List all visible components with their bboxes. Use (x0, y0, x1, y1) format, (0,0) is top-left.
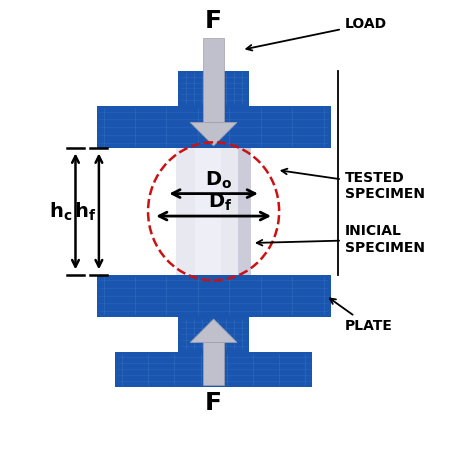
Polygon shape (190, 319, 237, 343)
Text: F: F (205, 391, 222, 415)
Text: $\mathbf{D_f}$: $\mathbf{D_f}$ (209, 192, 233, 213)
Bar (115, 352, 312, 387)
Polygon shape (190, 122, 237, 146)
Text: PLATE: PLATE (330, 299, 392, 333)
Bar (195, 148, 221, 274)
Bar (179, 71, 249, 106)
Text: $\mathbf{D_o}$: $\mathbf{D_o}$ (205, 170, 232, 191)
Text: $\mathbf{h_c}$: $\mathbf{h_c}$ (49, 200, 72, 222)
Text: TESTED
SPECIMEN: TESTED SPECIMEN (282, 169, 425, 201)
Text: LOAD: LOAD (246, 17, 387, 51)
Bar (179, 317, 249, 352)
Bar (97, 274, 331, 317)
Bar (176, 148, 251, 274)
Bar (97, 106, 331, 148)
Bar (203, 38, 224, 122)
Text: INICIAL
SPECIMEN: INICIAL SPECIMEN (257, 224, 425, 255)
Text: F: F (205, 9, 222, 34)
Bar (203, 343, 224, 384)
Bar (237, 148, 251, 274)
Text: $\mathbf{h_f}$: $\mathbf{h_f}$ (74, 200, 96, 222)
